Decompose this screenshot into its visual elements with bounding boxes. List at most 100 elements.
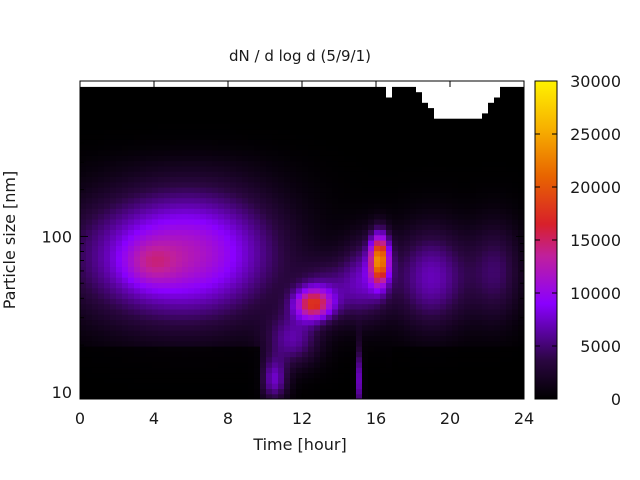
heatmap-cell	[332, 372, 339, 379]
heatmap-cell	[482, 171, 489, 177]
heatmap-cell	[158, 176, 165, 183]
heatmap-cell	[278, 261, 285, 268]
heatmap-cell	[350, 277, 357, 283]
heatmap-cell	[188, 377, 195, 384]
heatmap-cell	[512, 255, 519, 262]
heatmap-cell	[392, 171, 399, 177]
heatmap-cell	[344, 139, 351, 146]
heatmap-cell	[152, 208, 159, 215]
heatmap-cell	[332, 96, 339, 103]
heatmap-cell	[86, 282, 93, 289]
heatmap-cell	[506, 245, 513, 252]
heatmap-cell	[320, 165, 327, 172]
heatmap-cell	[338, 330, 345, 336]
heatmap-cell	[362, 139, 369, 146]
heatmap-cell	[392, 134, 399, 140]
heatmap-cell	[206, 128, 213, 135]
heatmap-cell	[422, 245, 429, 252]
heatmap-cell	[494, 202, 501, 209]
heatmap-cell	[452, 149, 459, 156]
heatmap-cell	[212, 330, 219, 336]
heatmap-cell	[242, 218, 249, 225]
heatmap-cell	[338, 165, 345, 172]
heatmap-cell	[488, 324, 495, 331]
heatmap-cell	[476, 139, 483, 146]
heatmap-cell	[248, 250, 255, 257]
heatmap-cell	[470, 134, 477, 140]
heatmap-cell	[152, 213, 159, 220]
heatmap-cell	[290, 91, 297, 98]
heatmap-cell	[512, 229, 519, 236]
heatmap-cell	[296, 224, 303, 230]
heatmap-cell	[200, 240, 207, 246]
heatmap-cell	[488, 224, 495, 230]
heatmap-cell	[500, 255, 507, 262]
heatmap-cell	[98, 240, 105, 246]
heatmap-cell	[158, 112, 165, 119]
heatmap-cell	[242, 176, 249, 183]
heatmap-cell	[392, 377, 399, 384]
heatmap-cell	[254, 330, 261, 336]
heatmap-cell	[212, 383, 219, 389]
heatmap-cell	[410, 303, 417, 310]
heatmap-cell	[350, 377, 357, 384]
heatmap-cell	[188, 367, 195, 374]
heatmap-cell	[440, 298, 447, 305]
heatmap-cell	[416, 128, 423, 135]
heatmap-cell	[236, 372, 243, 379]
heatmap-cell	[272, 176, 279, 183]
heatmap-cell	[158, 377, 165, 384]
heatmap-cell	[320, 155, 327, 162]
heatmap-cell	[284, 266, 291, 273]
heatmap-cell	[188, 308, 195, 315]
heatmap-cell	[188, 356, 195, 363]
heatmap-cell	[236, 202, 243, 209]
heatmap-cell	[428, 81, 435, 87]
heatmap-cell	[494, 144, 501, 151]
heatmap-cell	[128, 149, 135, 156]
heatmap-cell	[164, 197, 171, 204]
heatmap-cell	[140, 91, 147, 98]
heatmap-cell	[350, 171, 357, 177]
heatmap-cell	[260, 261, 267, 268]
heatmap-cell	[470, 298, 477, 305]
heatmap-cell	[278, 171, 285, 177]
heatmap-cell	[212, 96, 219, 103]
heatmap-cell	[254, 319, 261, 326]
heatmap-cell	[194, 383, 201, 389]
heatmap-cell	[338, 192, 345, 199]
heatmap-cell	[290, 293, 297, 299]
heatmap-cell	[386, 134, 393, 140]
heatmap-cell	[164, 282, 171, 289]
heatmap-cell	[464, 224, 471, 230]
heatmap-cell	[260, 118, 267, 124]
heatmap-cell	[398, 187, 405, 193]
heatmap-cell	[266, 139, 273, 146]
heatmap-cell	[266, 277, 273, 283]
heatmap-cell	[284, 134, 291, 140]
heatmap-cell	[218, 181, 225, 188]
heatmap-cell	[272, 250, 279, 257]
heatmap-cell	[206, 388, 213, 395]
heatmap-cell	[170, 346, 177, 352]
heatmap-cell	[254, 240, 261, 246]
heatmap-cell	[452, 128, 459, 135]
heatmap-cell	[206, 240, 213, 246]
heatmap-cell	[134, 192, 141, 199]
heatmap-cell	[80, 298, 87, 305]
heatmap-cell	[494, 96, 501, 103]
heatmap-cell	[500, 361, 507, 368]
heatmap-cell	[194, 107, 201, 114]
heatmap-cell	[326, 361, 333, 368]
heatmap-cell	[182, 324, 189, 331]
heatmap-cell	[260, 192, 267, 199]
heatmap-cell	[308, 96, 315, 103]
heatmap-cell	[320, 330, 327, 336]
heatmap-cell	[182, 160, 189, 167]
heatmap-cell	[458, 271, 465, 278]
heatmap-cell	[152, 314, 159, 321]
heatmap-cell	[356, 340, 363, 347]
heatmap-cell	[92, 324, 99, 331]
heatmap-cell	[140, 107, 147, 114]
heatmap-cell	[368, 197, 375, 204]
